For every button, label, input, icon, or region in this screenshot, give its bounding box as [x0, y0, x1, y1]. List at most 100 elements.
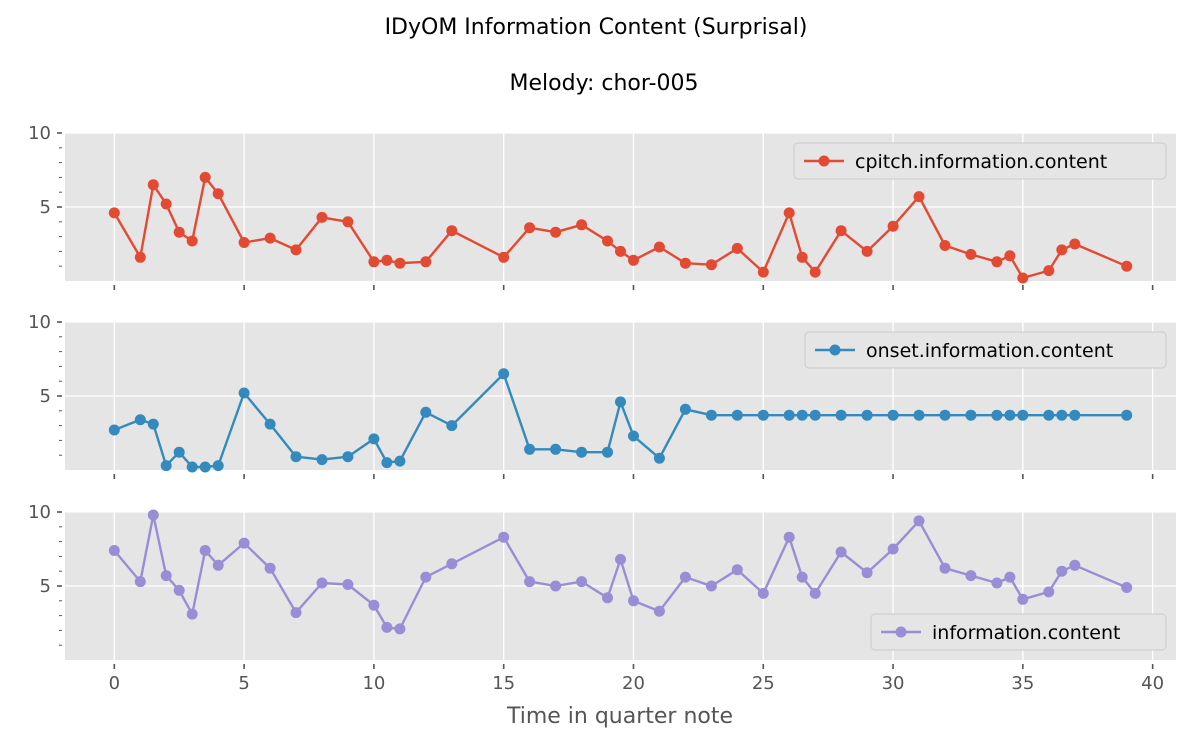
data-point — [783, 409, 795, 421]
data-point — [524, 222, 536, 234]
data-point — [1004, 571, 1016, 583]
data-point — [991, 409, 1003, 421]
data-point — [913, 409, 925, 421]
data-point — [160, 460, 172, 472]
data-point — [550, 226, 562, 238]
data-point — [861, 409, 873, 421]
legend-label: information.content — [932, 622, 1120, 644]
data-point — [757, 587, 769, 599]
data-point — [342, 579, 354, 590]
data-point — [628, 595, 639, 607]
data-point — [108, 207, 120, 219]
data-point — [576, 446, 588, 458]
data-point — [809, 409, 821, 421]
data-point — [108, 424, 120, 436]
data-point — [731, 409, 743, 421]
data-point — [264, 418, 276, 430]
data-point — [420, 256, 432, 268]
data-point — [212, 460, 224, 472]
data-point — [160, 570, 172, 582]
legend-swatch-marker — [829, 344, 841, 356]
data-point — [173, 446, 185, 458]
data-point — [731, 242, 743, 254]
data-point — [602, 592, 613, 604]
data-point — [498, 368, 510, 380]
data-point — [887, 220, 899, 232]
data-point — [809, 587, 821, 599]
data-point — [783, 207, 795, 219]
data-point — [238, 237, 250, 248]
legend-box — [793, 142, 1167, 180]
x-axis-label: Time in quarter note — [506, 704, 733, 729]
data-point — [628, 254, 639, 266]
data-point — [238, 387, 250, 399]
data-point — [1017, 409, 1029, 421]
data-point — [290, 451, 302, 463]
data-point — [757, 409, 769, 421]
data-point — [264, 232, 276, 244]
data-point — [550, 443, 562, 455]
data-point — [913, 515, 925, 527]
data-point — [394, 455, 406, 467]
data-point — [368, 256, 380, 268]
data-point — [615, 396, 626, 408]
data-point — [290, 607, 302, 619]
data-point — [653, 452, 665, 464]
data-point — [1121, 409, 1133, 421]
data-point — [368, 433, 380, 445]
data-point — [835, 225, 847, 237]
data-point — [1056, 409, 1068, 421]
x-tick-label: 25 — [752, 673, 775, 694]
data-point — [796, 571, 808, 583]
data-point — [965, 248, 977, 260]
data-point — [653, 605, 665, 617]
legend-box — [870, 613, 1167, 651]
data-point — [316, 454, 328, 466]
data-point — [498, 251, 510, 263]
data-point — [965, 570, 977, 582]
data-point — [147, 509, 159, 521]
data-point — [1121, 260, 1133, 272]
data-point — [147, 418, 159, 430]
legend-swatch-marker — [818, 155, 830, 167]
data-point — [342, 451, 354, 463]
data-point — [653, 241, 665, 253]
x-tick-label: 0 — [109, 673, 120, 694]
data-point — [199, 171, 211, 183]
data-point — [199, 545, 211, 556]
data-point — [705, 259, 717, 271]
data-point — [679, 571, 691, 583]
data-point — [212, 188, 224, 200]
data-point — [757, 266, 769, 278]
data-point — [368, 599, 380, 611]
data-point — [576, 576, 588, 588]
data-point — [199, 461, 211, 473]
x-tick-label: 10 — [362, 673, 385, 694]
panels: 5 10 cpitch.information.content 5 10 onset.in… — [28, 123, 1176, 694]
data-point — [1121, 582, 1133, 593]
data-point — [861, 567, 873, 579]
data-point — [1069, 559, 1081, 571]
data-point — [420, 406, 432, 418]
legend-label: cpitch.information.content — [855, 151, 1107, 173]
data-point — [1017, 272, 1029, 284]
data-point — [342, 216, 354, 228]
panel-1: 5 10 cpitch.information.content — [28, 123, 1176, 290]
data-point — [134, 576, 146, 588]
series-line — [113, 176, 1128, 280]
data-point — [147, 179, 159, 191]
data-point — [796, 409, 808, 421]
data-point — [186, 235, 198, 247]
data-point — [290, 244, 302, 256]
y-tick-label: 5 — [40, 576, 51, 597]
data-point — [394, 257, 406, 269]
legend-label: onset.information.content — [866, 340, 1113, 362]
legend: information.content — [870, 613, 1167, 651]
legend-box — [804, 331, 1167, 369]
data-point — [576, 219, 588, 231]
data-point — [705, 580, 717, 592]
data-point — [602, 446, 613, 458]
data-point — [1056, 244, 1068, 256]
data-point — [498, 531, 510, 543]
